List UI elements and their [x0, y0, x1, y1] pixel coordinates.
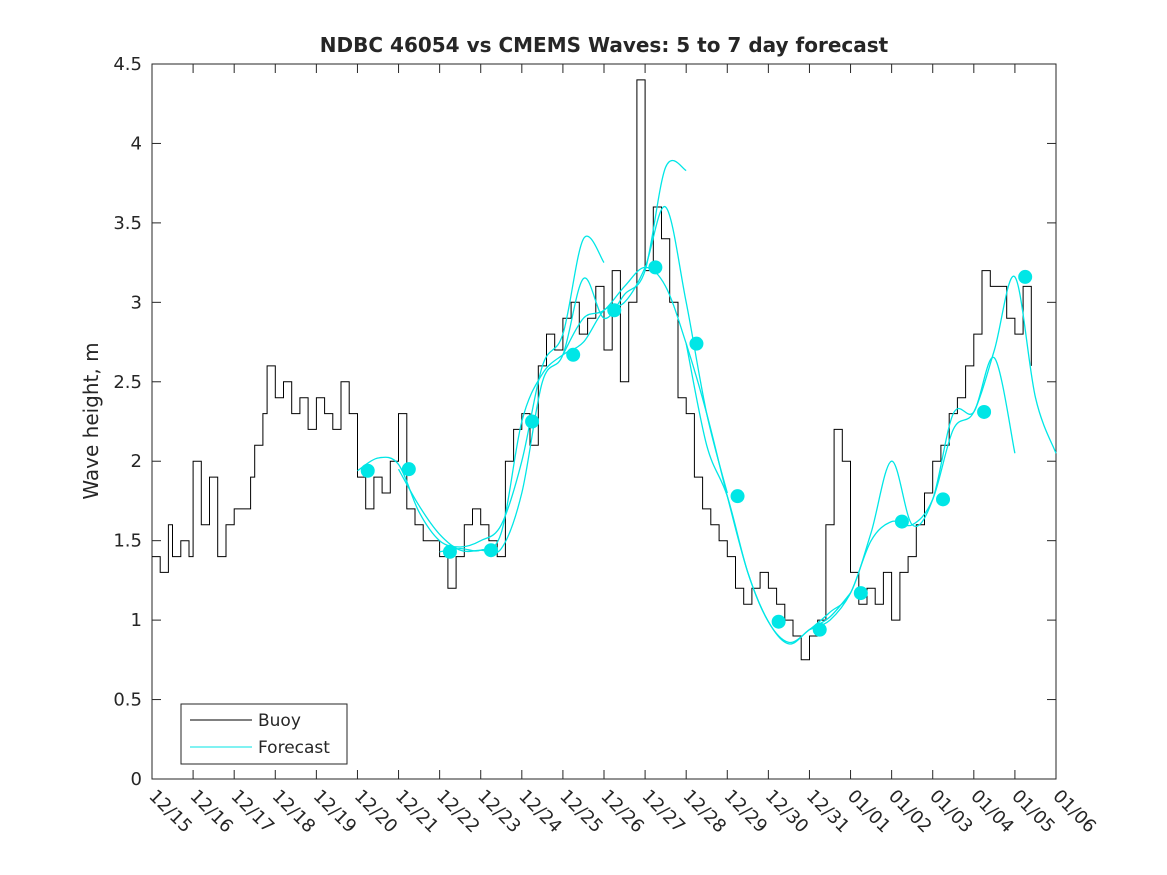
y-axis-label: Wave height, m — [79, 342, 103, 499]
y-tick-label: 4 — [131, 133, 142, 154]
y-tick-label: 2.5 — [113, 372, 142, 393]
forecast-run-2 — [397, 160, 687, 554]
forecast-marker — [442, 544, 457, 559]
forecast-marker — [689, 336, 704, 351]
legend-label-forecast: Forecast — [258, 738, 330, 758]
y-tick-label: 3.5 — [113, 213, 142, 234]
y-tick-label: 3 — [131, 292, 142, 313]
legend-label-buoy: Buoy — [258, 711, 301, 731]
chart-title: NDBC 46054 vs CMEMS Waves: 5 to 7 day fo… — [320, 33, 889, 57]
forecast-run-1 — [357, 235, 605, 548]
y-tick-label: 0 — [131, 769, 142, 790]
legend-box — [180, 703, 348, 765]
forecast-run-6 — [809, 275, 1057, 631]
forecast-marker — [894, 514, 909, 529]
forecast-marker — [360, 463, 375, 478]
forecast-marker — [484, 543, 498, 558]
forecast-marker — [648, 260, 663, 275]
y-axis-ticks: 0 0.5 1 1.5 2 2.5 3 3.5 4 4.5 — [113, 54, 1056, 790]
y-tick-label: 1.5 — [113, 531, 142, 552]
forecast-marker — [730, 489, 745, 504]
forecast-marker — [936, 492, 950, 507]
forecast-marker — [812, 622, 827, 637]
y-tick-label: 1 — [131, 610, 142, 631]
forecast-marker — [977, 404, 992, 419]
forecast-marker — [1018, 269, 1033, 284]
buoy-series-line — [152, 79, 1032, 661]
forecast-marker — [607, 303, 622, 318]
forecast-marker — [525, 414, 540, 429]
y-tick-label: 0.5 — [113, 690, 142, 711]
forecast-marker — [853, 586, 868, 601]
forecast-marker — [566, 347, 581, 362]
forecast-marker — [401, 462, 416, 477]
y-tick-label: 2 — [131, 451, 142, 472]
legend: Buoy Forecast — [180, 703, 348, 765]
forecast-marker — [771, 614, 786, 629]
series-layer — [152, 79, 1057, 661]
y-tick-label: 4.5 — [113, 54, 142, 75]
